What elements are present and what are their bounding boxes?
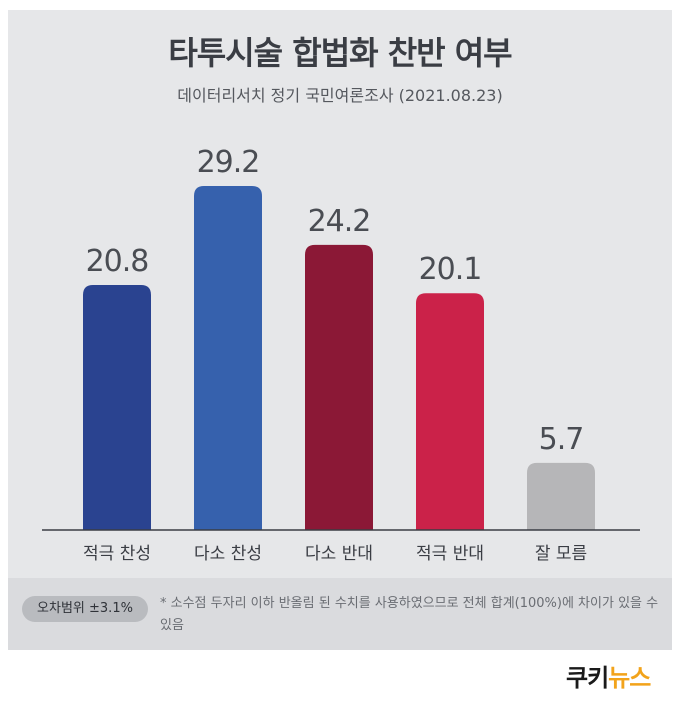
value-label-0: 20.8 [86,244,149,279]
chart-subtitle: 데이터리서치 정기 국민여론조사 (2021.08.23) [177,86,503,105]
bar-1 [194,186,262,530]
bar-2 [305,244,373,530]
margin-of-error-badge: 오차범위 ±3.1% [22,596,148,622]
logo-part2: 뉴스 [608,664,651,692]
value-label-4: 5.7 [539,422,584,457]
bar-0 [83,284,151,530]
bar-3 [416,293,484,530]
category-label-3: 적극 반대 [416,544,484,564]
value-label-1: 29.2 [197,145,260,180]
category-label-4: 잘 모름 [535,544,587,564]
category-label-1: 다소 찬성 [194,544,262,564]
value-label-3: 20.1 [419,252,482,287]
bar-4 [527,462,595,530]
footnote-text: * 소수점 두자리 이하 반올림 된 수치를 사용하였으므로 전체 합계(100… [160,596,659,633]
category-label-2: 다소 반대 [305,544,373,564]
value-label-2: 24.2 [308,204,371,239]
logo-part1: 쿠키 [566,664,609,692]
bar-chart: 20.8 적극 찬성 29.2 다소 찬성 24.2 다소 반대 20.1 적극 반대 5.7 잘… [42,145,640,564]
kuki-news-logo: 쿠키뉴스 [566,658,651,693]
chart-title: 타투시술 합법화 찬반 여부 [168,34,512,72]
category-label-0: 적극 찬성 [83,544,151,564]
